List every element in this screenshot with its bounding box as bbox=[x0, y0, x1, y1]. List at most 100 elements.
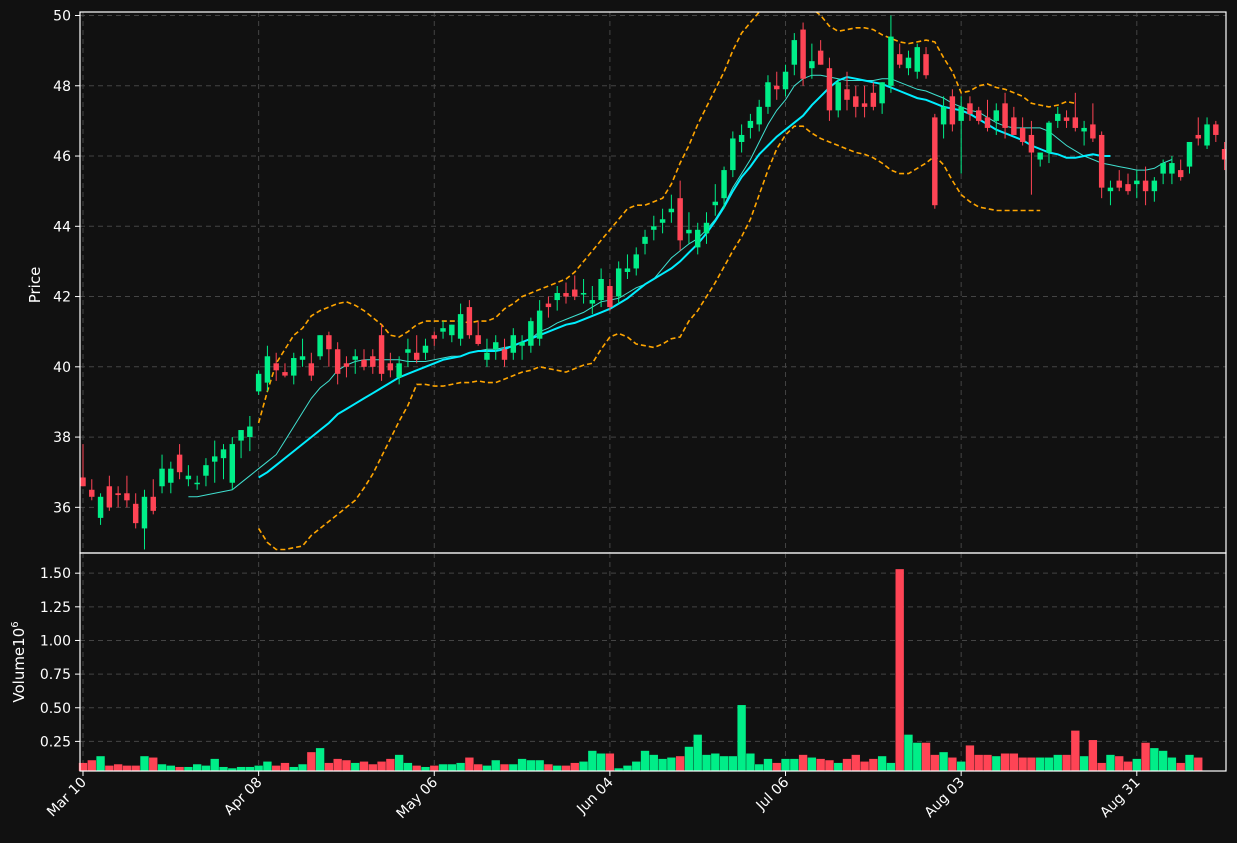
volume-bar-12 bbox=[184, 766, 193, 771]
candle-body-20 bbox=[255, 373, 262, 392]
price-grid bbox=[80, 12, 1226, 553]
candle-body-114 bbox=[1081, 127, 1087, 132]
volume-bar-43 bbox=[456, 762, 465, 771]
volume-bar-11 bbox=[175, 766, 184, 771]
volume-bar-96 bbox=[921, 742, 931, 771]
candle-body-107 bbox=[1019, 127, 1026, 142]
volume-bar-40 bbox=[430, 765, 439, 771]
volume-bar-21 bbox=[263, 761, 272, 771]
price-tick-label-50: 50 bbox=[53, 9, 71, 25]
volume-bar-77 bbox=[755, 764, 764, 771]
candle-body-34 bbox=[378, 335, 385, 374]
volume-bar-19 bbox=[245, 766, 255, 771]
volume-bar-20 bbox=[254, 765, 263, 771]
volume-bar-84 bbox=[816, 758, 825, 771]
volume-bar-30 bbox=[342, 760, 351, 771]
candle-body-21 bbox=[264, 356, 271, 383]
price-tick-label-42: 42 bbox=[53, 290, 71, 306]
volume-bar-125 bbox=[1176, 762, 1185, 771]
volume-bar-81 bbox=[790, 758, 799, 771]
candle-body-98 bbox=[940, 106, 947, 125]
volume-bar-32 bbox=[359, 761, 369, 771]
volume-bar-36 bbox=[394, 754, 404, 771]
volume-bar-46 bbox=[482, 765, 492, 771]
volume-bar-115 bbox=[1088, 740, 1098, 771]
volume-bar-61 bbox=[614, 768, 623, 771]
candle-body-41 bbox=[440, 328, 446, 332]
candle-body-33 bbox=[370, 356, 376, 367]
candle-body-53 bbox=[545, 303, 552, 308]
candle-body-18 bbox=[238, 430, 244, 441]
volume-bar-114 bbox=[1079, 756, 1089, 771]
candle-body-79 bbox=[774, 85, 780, 90]
price-axis-title: Price bbox=[26, 267, 44, 304]
volume-bar-10 bbox=[166, 765, 175, 771]
volume-bar-91 bbox=[877, 756, 887, 771]
volume-bar-15 bbox=[210, 758, 219, 771]
candle-body-12 bbox=[185, 475, 192, 480]
volume-bar-123 bbox=[1158, 750, 1168, 771]
volume-bar-117 bbox=[1106, 754, 1115, 771]
candle-body-85 bbox=[826, 68, 833, 111]
volume-bar-107 bbox=[1018, 757, 1027, 771]
candle-body-76 bbox=[747, 120, 754, 128]
volume-bar-88 bbox=[851, 754, 860, 771]
volume-bar-106 bbox=[1009, 753, 1019, 771]
candle-body-92 bbox=[888, 36, 894, 86]
volume-bar-74 bbox=[728, 756, 738, 771]
candle-body-123 bbox=[1160, 163, 1166, 174]
candle-body-46 bbox=[484, 352, 490, 360]
volume-bar-56 bbox=[570, 762, 579, 771]
price-tick-label-40: 40 bbox=[53, 360, 71, 376]
candle-body-91 bbox=[879, 82, 885, 104]
volume-bar-28 bbox=[324, 762, 334, 771]
date-x-axis: Mar 10 Apr 08 May 06 Jun 04 Jul 06 Aug 03 Aug … bbox=[44, 771, 1144, 822]
candle-body-88 bbox=[853, 96, 859, 107]
volume-bar-41 bbox=[438, 764, 448, 771]
candle-body-86 bbox=[835, 82, 841, 111]
volume-bar-58 bbox=[588, 750, 597, 771]
volume-bar-44 bbox=[465, 757, 474, 771]
candle-body-64 bbox=[642, 236, 648, 244]
volume-axis-title-text: Volume bbox=[10, 647, 28, 703]
volume-bar-9 bbox=[157, 764, 167, 771]
volume-bar-7 bbox=[140, 756, 149, 771]
volume-bar-54 bbox=[553, 765, 562, 771]
volume-bar-49 bbox=[509, 764, 518, 771]
price-tick-label-36: 36 bbox=[53, 500, 71, 516]
candle-body-15 bbox=[212, 456, 218, 462]
volume-bar-116 bbox=[1097, 762, 1106, 771]
candle-body-111 bbox=[1055, 113, 1061, 121]
volume-bar-122 bbox=[1150, 748, 1159, 771]
volume-bar-82 bbox=[798, 754, 808, 771]
volume-bar-0 bbox=[78, 762, 88, 771]
volume-bar-22 bbox=[272, 765, 281, 771]
candle-body-3 bbox=[106, 486, 113, 508]
candle-body-90 bbox=[870, 92, 877, 107]
volume-bar-37 bbox=[403, 762, 413, 771]
slow-moving-average-line bbox=[258, 75, 1111, 479]
candle-body-94 bbox=[905, 57, 912, 69]
volume-bar-18 bbox=[236, 766, 246, 771]
volume-bar-45 bbox=[474, 764, 483, 771]
volume-bar-47 bbox=[491, 760, 500, 771]
volume-bar-35 bbox=[386, 758, 395, 771]
volume-bar-64 bbox=[640, 750, 650, 771]
volume-bar-66 bbox=[658, 758, 667, 771]
candle-body-63 bbox=[633, 254, 639, 269]
candle-body-112 bbox=[1063, 117, 1070, 121]
candle-body-27 bbox=[317, 335, 323, 357]
candle-body-37 bbox=[405, 349, 411, 353]
candle-body-80 bbox=[782, 71, 789, 90]
price-candles bbox=[80, 15, 1226, 550]
candle-body-121 bbox=[1142, 180, 1149, 192]
volume-bar-119 bbox=[1123, 761, 1133, 771]
candle-body-14 bbox=[203, 465, 209, 476]
candle-body-129 bbox=[1213, 124, 1219, 135]
volume-bar-105 bbox=[1000, 753, 1010, 771]
candle-body-55 bbox=[563, 293, 569, 297]
volume-tick-label-2: 0.75 bbox=[40, 667, 71, 683]
candle-body-127 bbox=[1195, 134, 1201, 139]
volume-bar-78 bbox=[763, 758, 773, 771]
candle-body-108 bbox=[1028, 134, 1035, 153]
